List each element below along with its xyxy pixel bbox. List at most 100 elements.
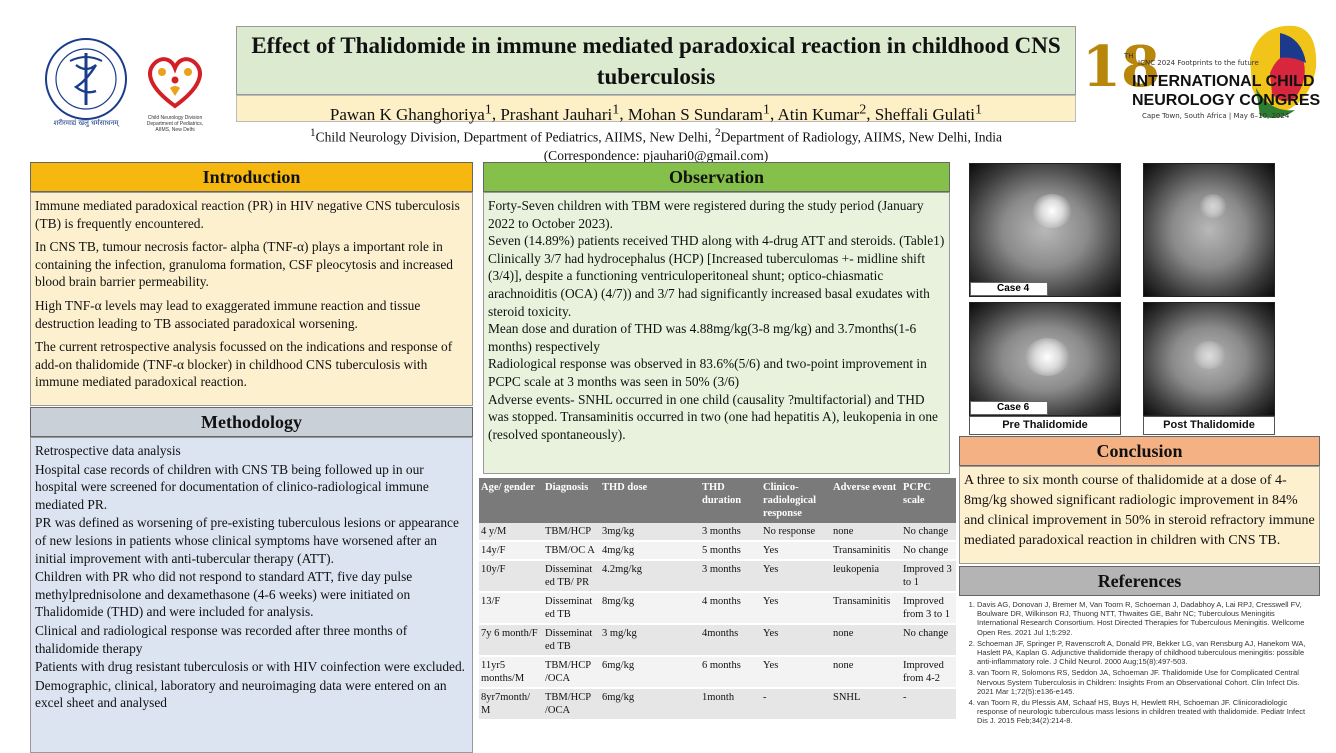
mri-case6-post [1143, 302, 1275, 416]
table-cell: Improved from 3 to 1 [901, 592, 956, 625]
obs-paragraph: Forty-Seven children with TBM were regis… [488, 198, 924, 231]
icnc-logo: 18 TH ICNC 2024 Footprints to the future… [1080, 18, 1331, 133]
col-age-gender: Age/ gender [479, 478, 543, 523]
table-cell: TBM/HCP [543, 523, 600, 542]
table-cell: 1month [700, 688, 761, 721]
table-cell: No response [761, 523, 831, 542]
method-paragraph: Patients with drug resistant tuberculosi… [35, 659, 466, 675]
svg-text:ICNC 2024 Footprints to the fu: ICNC 2024 Footprints to the future [1138, 59, 1259, 67]
obs-paragraph: Adverse events- SNHL occurred in one chi… [488, 391, 938, 442]
table-cell: 6mg/kg [600, 688, 700, 721]
svg-text:शरीरमाद्यं खलु धर्मसाधनम्: शरीरमाद्यं खलु धर्मसाधनम् [53, 118, 119, 127]
author-list: Pawan K Ghanghoriya1, Prashant Jauhari1,… [236, 95, 1076, 124]
table-cell: 10y/F [479, 560, 543, 593]
table-cell: none [831, 523, 901, 542]
reference-item: Davis AG, Donovan J, Bremer M, Van Toorn… [977, 600, 1316, 637]
mri-case6-pre: Case 6 [969, 302, 1121, 416]
svg-text:18: 18 [1082, 34, 1160, 100]
table-cell: SNHL [831, 688, 901, 721]
col-response: Clinico-radiological response [761, 478, 831, 523]
icnc-congress-icon: 18 TH ICNC 2024 Footprints to the future… [1082, 25, 1331, 120]
intro-paragraph: In CNS TB, tumour necrosis factor- alpha… [35, 239, 453, 290]
methodology-heading: Methodology [30, 407, 473, 437]
col-thd-duration: THD duration [700, 478, 761, 523]
aiims-emblem-icon: शरीरमाद्यं खलु धर्मसाधनम् [45, 38, 127, 127]
case4-label: Case 4 [970, 282, 1049, 296]
table-cell: Improved from 4-2 [901, 656, 956, 689]
author-name: Pawan K Ghanghoriya1 [329, 101, 492, 124]
case6-label: Case 6 [970, 401, 1049, 415]
author-name: Mohan S Sundaram1 [627, 101, 770, 124]
table-cell: Transaminitis [831, 541, 901, 561]
reference-item: Schoeman JF, Springer P, Ravenscroft A, … [977, 639, 1316, 667]
col-diagnosis: Diagnosis [543, 478, 600, 523]
table-cell: Disseminat ed TB [543, 624, 600, 657]
method-paragraph: Clinical and radiological response was r… [35, 622, 408, 656]
introduction-heading: Introduction [30, 162, 473, 192]
table-cell: TBM/OC A [543, 541, 600, 561]
mri-case4-post [1143, 163, 1275, 297]
table-cell: 5 months [700, 541, 761, 561]
reference-list: Davis AG, Donovan J, Bremer M, Van Toorn… [963, 600, 1316, 726]
table-cell: leukopenia [831, 560, 901, 593]
heart-people-icon [148, 57, 202, 109]
table-cell: 4mg/kg [600, 541, 700, 561]
child-neurology-logo: Child Neurology Division Department of P… [140, 48, 210, 133]
mri-case4-pre: Case 4 [969, 163, 1121, 297]
poster-title: Effect of Thalidomide in immune mediated… [236, 26, 1076, 95]
table-cell: - [761, 688, 831, 721]
intro-paragraph: Immune mediated paradoxical reaction (PR… [35, 198, 460, 231]
svg-text:NEUROLOGY CONGRESS: NEUROLOGY CONGRESS [1132, 92, 1320, 109]
table-row: 8yr7month/ M TBM/HCP /OCA 6mg/kg 1month - SNH… [479, 688, 956, 721]
table-cell: 8yr7month/ M [479, 688, 543, 721]
author-name: Prashant Jauhari1 [500, 101, 620, 124]
correspondence-line: (Correspondence: pjauhari0@gmail.com) [543, 147, 769, 163]
references-heading: References [959, 566, 1320, 596]
svg-text:TH: TH [1123, 52, 1134, 60]
table-cell: Yes [761, 656, 831, 689]
method-paragraph: PR was defined as worsening of pre-exist… [35, 515, 459, 566]
table-cell: 4months [700, 624, 761, 657]
table-cell: 4 y/M [479, 523, 543, 542]
conclusion-heading: Conclusion [959, 436, 1320, 466]
table-row: 13/F Disseminat ed TB 8mg/kg 4 months Yes Tra… [479, 592, 956, 625]
table-cell: 3 mg/kg [600, 624, 700, 657]
table-row: 11yr5 months/M TBM/HCP /OCA 6mg/kg 6 months… [479, 656, 956, 689]
table-row: 7y 6 month/F Disseminat ed TB 3 mg/kg 4mont… [479, 624, 956, 657]
table-cell: Transaminitis [831, 592, 901, 625]
table-cell: No change [901, 541, 956, 561]
svg-text:Cape Town, South Africa | May: Cape Town, South Africa | May 6–10, 2024 [1142, 112, 1290, 120]
table-cell: 14y/F [479, 541, 543, 561]
table-cell: none [831, 624, 901, 657]
affiliations: 1Child Neurology Division, Department of… [236, 122, 1076, 163]
cnd-caption-2: Department of Pediatrics, AIIMS, New Del… [146, 121, 204, 133]
table-cell: 4 months [700, 592, 761, 625]
table-cell: TBM/HCP /OCA [543, 656, 600, 689]
reference-item: van Toorn R, Solomons RS, Seddon JA, Sch… [977, 668, 1316, 696]
table-cell: Disseminat ed TB [543, 592, 600, 625]
table-cell: 4.2mg/kg [600, 560, 700, 593]
author-name: Sheffali Gulati1 [874, 101, 983, 124]
table-cell: TBM/HCP /OCA [543, 688, 600, 721]
table-cell: No change [901, 624, 956, 657]
post-thalidomide-label: Post Thalidomide [1143, 416, 1275, 435]
table-cell: none [831, 656, 901, 689]
table-cell: Disseminat ed TB/ PR [543, 560, 600, 593]
table-cell: No change [901, 523, 956, 542]
pre-thalidomide-label: Pre Thalidomide [969, 416, 1121, 435]
obs-paragraph: Mean dose and duration of THD was 4.88mg… [488, 321, 917, 354]
table-cell: 13/F [479, 592, 543, 625]
table-cell: 11yr5 months/M [479, 656, 543, 689]
table-cell: Yes [761, 592, 831, 625]
table-cell: 3 months [700, 560, 761, 593]
table-row: 10y/F Disseminat ed TB/ PR 4.2mg/kg 3 month… [479, 560, 956, 593]
introduction-body: Immune mediated paradoxical reaction (PR… [30, 192, 473, 406]
table-cell: 3mg/kg [600, 523, 700, 542]
obs-paragraph: Radiological response was observed in 83… [488, 356, 927, 389]
intro-paragraph: High TNF-α levels may lead to exaggerate… [35, 297, 421, 331]
table-cell: 3 months [700, 523, 761, 542]
table-cell: 8mg/kg [600, 592, 700, 625]
method-paragraph: Demographic, clinical, laboratory and ne… [35, 677, 447, 711]
col-adverse-event: Adverse event [831, 478, 901, 523]
author-name: Atin Kumar2 [777, 101, 867, 124]
